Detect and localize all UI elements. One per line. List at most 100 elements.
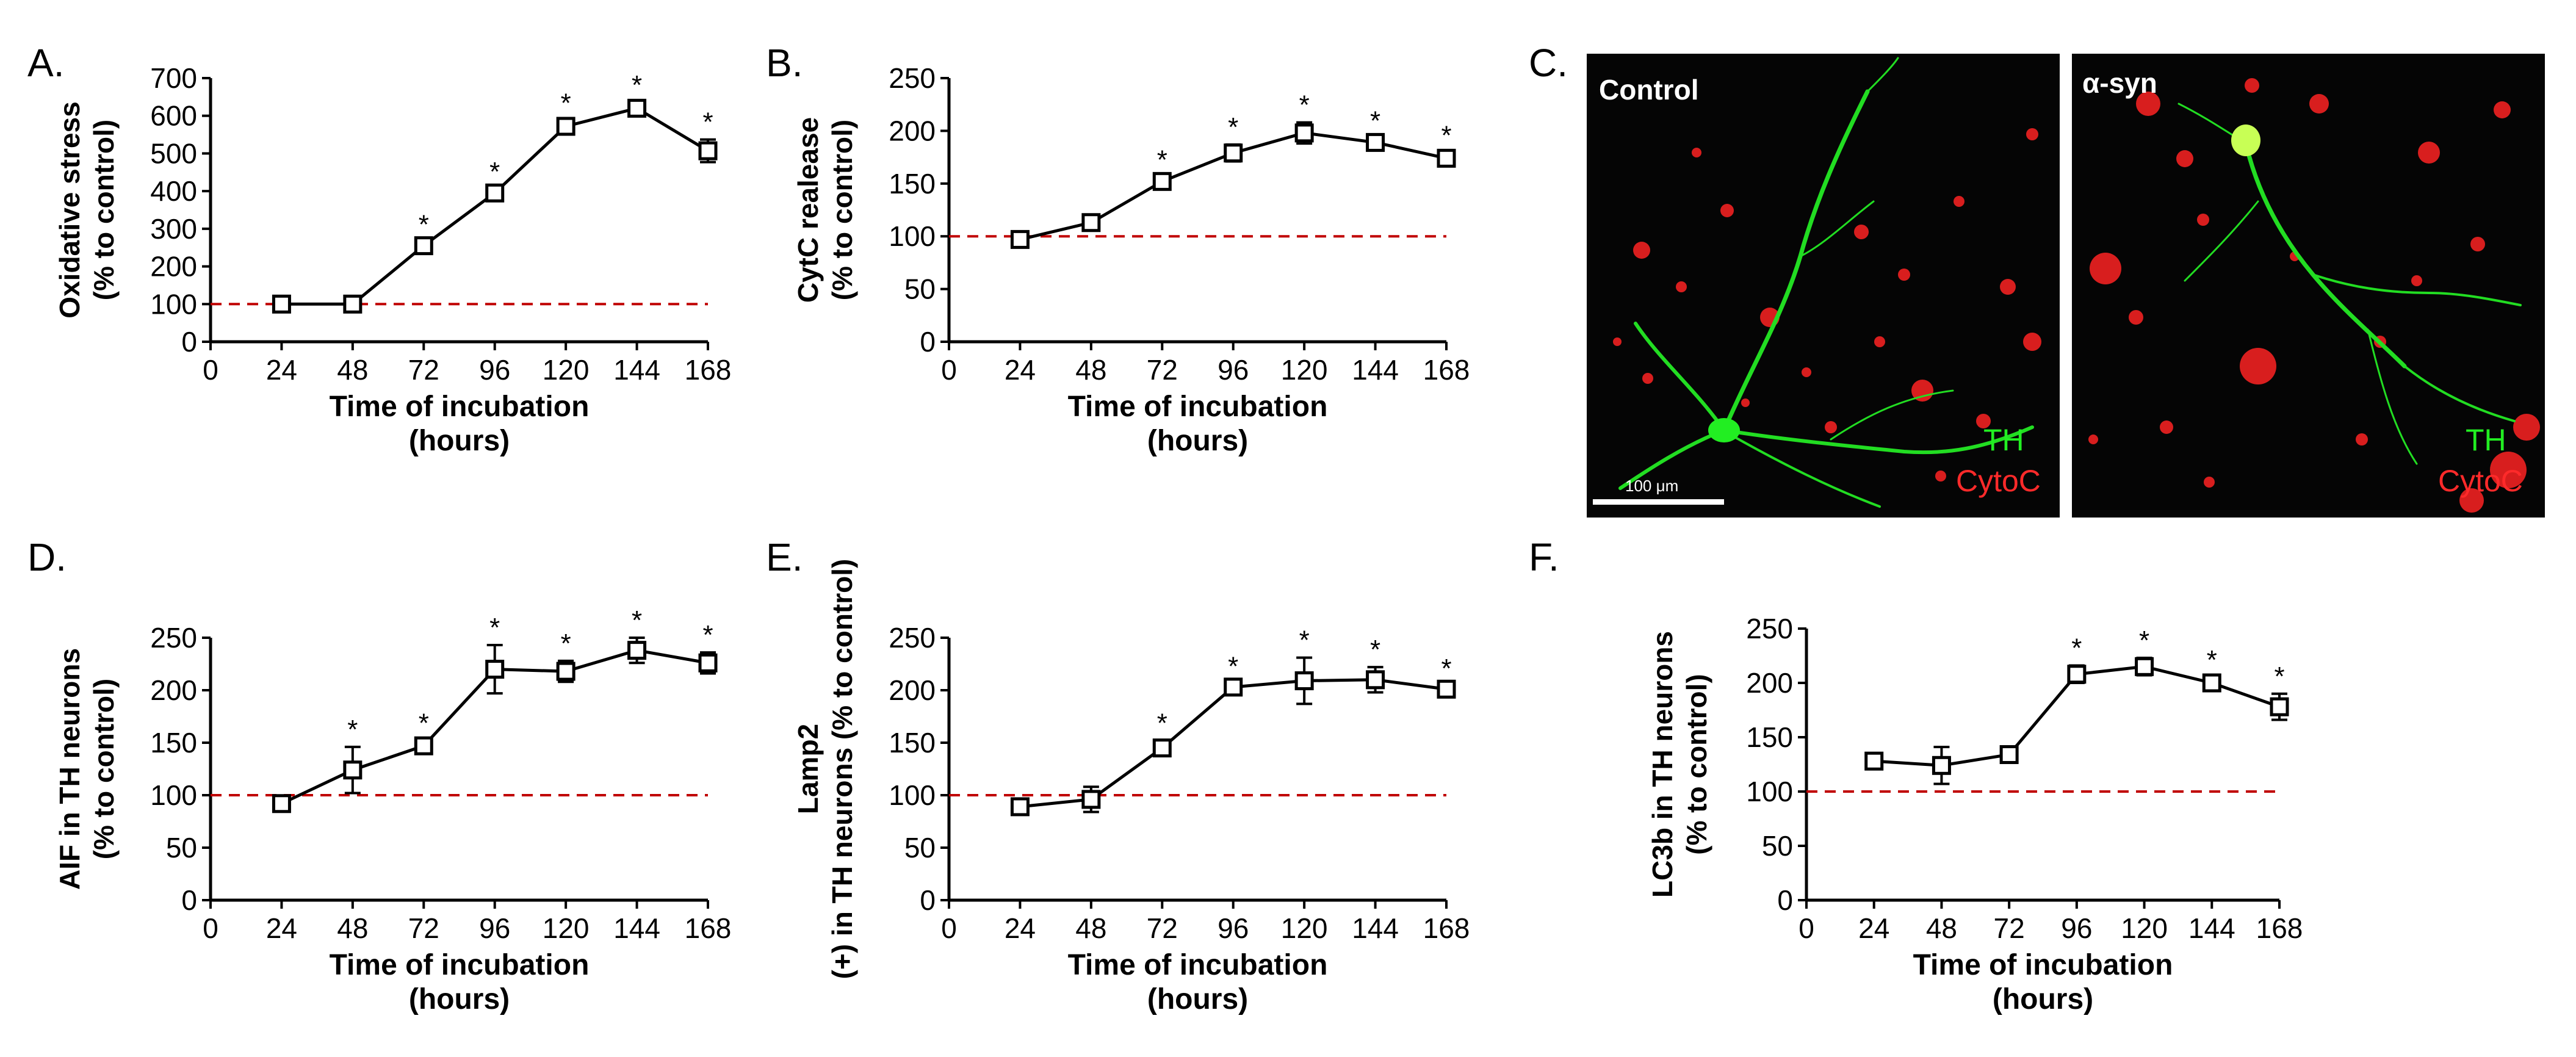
data-point <box>1081 790 1101 809</box>
data-point <box>2202 673 2221 693</box>
panel-label-a: A. <box>27 41 64 85</box>
y-tick-label: 600 <box>150 100 197 132</box>
data-point <box>485 660 505 679</box>
y-tick-label: 200 <box>889 674 936 706</box>
y-axis-label-unit: (+) in TH neurons (% to control) <box>826 559 858 979</box>
y-tick-label: 300 <box>150 213 197 245</box>
x-tick-label: 48 <box>1075 354 1106 386</box>
x-tick-label: 72 <box>408 912 439 944</box>
y-axis-label: AIF in TH neurons <box>54 648 85 890</box>
y-tick-label: 250 <box>889 62 936 94</box>
data-point <box>1152 738 1172 758</box>
significance-star: * <box>1157 145 1167 175</box>
y-tick-label: 250 <box>150 622 197 654</box>
data-point <box>272 794 291 813</box>
data-point <box>414 236 433 256</box>
data-point <box>1224 677 1243 697</box>
x-tick-label: 72 <box>1147 354 1178 386</box>
y-axis-label-unit: (% to control) <box>826 120 858 300</box>
x-axis-label: Time of incubation <box>1068 949 1328 981</box>
x-tick-label: 144 <box>1352 912 1399 944</box>
y-tick-label: 250 <box>889 622 936 654</box>
y-tick-label: 500 <box>150 137 197 169</box>
chart-a: 0 100 200 300 400 500 600 700 0 24 48 72 96 120 144 168… <box>54 62 731 457</box>
x-tick-label: 144 <box>613 354 660 386</box>
data-point <box>698 653 718 673</box>
y-tick-label: 100 <box>150 779 197 811</box>
cytoc-puncta-asyn <box>2088 78 2540 513</box>
y-axis-label: Lamp2 <box>792 724 824 814</box>
significance-star: * <box>419 209 429 239</box>
y-tick-label: 100 <box>889 779 936 811</box>
marker-th-asyn: TH <box>2466 423 2506 457</box>
y-tick-label: 100 <box>150 288 197 320</box>
x-tick-label: 168 <box>1423 354 1470 386</box>
data-point <box>1932 756 1951 775</box>
data-point <box>556 117 575 136</box>
y-tick-label: 150 <box>150 727 197 759</box>
y-axis-label-unit: (% to control) <box>1681 674 1712 854</box>
significance-star: * <box>1441 654 1451 684</box>
x-tick-label: 24 <box>1858 912 1889 944</box>
y-tick-label: 150 <box>1746 721 1793 753</box>
chart-b: 0 50 100 150 200 250 0 24 48 72 96 120 144 168 * * * * * Ti… <box>792 62 1470 457</box>
micrograph-asyn-background <box>2072 54 2545 518</box>
panel-label-d: D. <box>27 535 67 579</box>
marker-cytoc-asyn: CytoC <box>2438 464 2523 498</box>
x-tick-label: 144 <box>1352 354 1399 386</box>
micrograph-asyn-title: α-syn <box>2082 67 2157 99</box>
data-point <box>1366 670 1385 690</box>
data-point <box>1864 751 1884 771</box>
x-axis-label: Time of incubation <box>1913 949 2173 981</box>
x-tick-label: 120 <box>1281 912 1328 944</box>
data-point <box>1081 213 1101 233</box>
significance-star: * <box>2139 626 2149 655</box>
data-point <box>1294 123 1314 143</box>
y-axis-label-unit: (% to control) <box>88 679 120 859</box>
significance-star: * <box>419 709 429 738</box>
y-tick-label: 400 <box>150 175 197 207</box>
data-point <box>698 141 718 161</box>
x-tick-label: 48 <box>1075 912 1106 944</box>
y-axis-label: CytC realease <box>792 117 824 303</box>
significance-star: * <box>489 157 500 187</box>
x-tick-label: 48 <box>1926 912 1957 944</box>
data-point <box>1010 229 1030 249</box>
th-soma-control <box>1708 418 1740 442</box>
data-point <box>343 294 363 314</box>
x-tick-label: 24 <box>1005 354 1036 386</box>
significance-star: * <box>2071 633 2082 663</box>
x-tick-label: 120 <box>543 912 590 944</box>
x-tick-label: 24 <box>266 354 297 386</box>
data-point <box>627 98 647 118</box>
x-axis-label-unit: (hours) <box>1147 983 1248 1016</box>
data-point <box>1366 132 1385 152</box>
y-tick-label: 0 <box>920 884 936 916</box>
x-tick-label: 24 <box>1005 912 1036 944</box>
x-tick-label: 0 <box>1799 912 1814 944</box>
significance-star: * <box>632 70 642 100</box>
y-tick-label: 0 <box>920 326 936 358</box>
data-point <box>1437 148 1456 168</box>
th-soma-asyn <box>2231 124 2260 156</box>
chart-e: 0 50 100 150 200 250 0 24 48 72 96 120 144 168 * * * * * Ti… <box>792 559 1470 1016</box>
micrograph-asyn: α-syn TH CytoC <box>2072 54 2545 518</box>
data-point <box>1294 671 1314 691</box>
x-axis-label: Time of incubation <box>1068 391 1328 423</box>
panel-label-f: F. <box>1529 535 1559 579</box>
x-tick-label: 96 <box>2061 912 2092 944</box>
data-point <box>2270 697 2289 716</box>
data-point <box>414 736 433 756</box>
y-tick-label: 200 <box>889 115 936 146</box>
marker-cytoc-control: CytoC <box>1956 464 2041 498</box>
data-point <box>485 183 505 203</box>
y-tick-label: 0 <box>181 884 197 916</box>
data-point <box>627 641 647 660</box>
x-tick-label: 24 <box>266 912 297 944</box>
data-point <box>1152 171 1172 191</box>
x-tick-label: 144 <box>613 912 660 944</box>
data-point <box>1224 143 1243 163</box>
panel-label-b: B. <box>766 41 803 85</box>
y-tick-label: 0 <box>181 326 197 358</box>
